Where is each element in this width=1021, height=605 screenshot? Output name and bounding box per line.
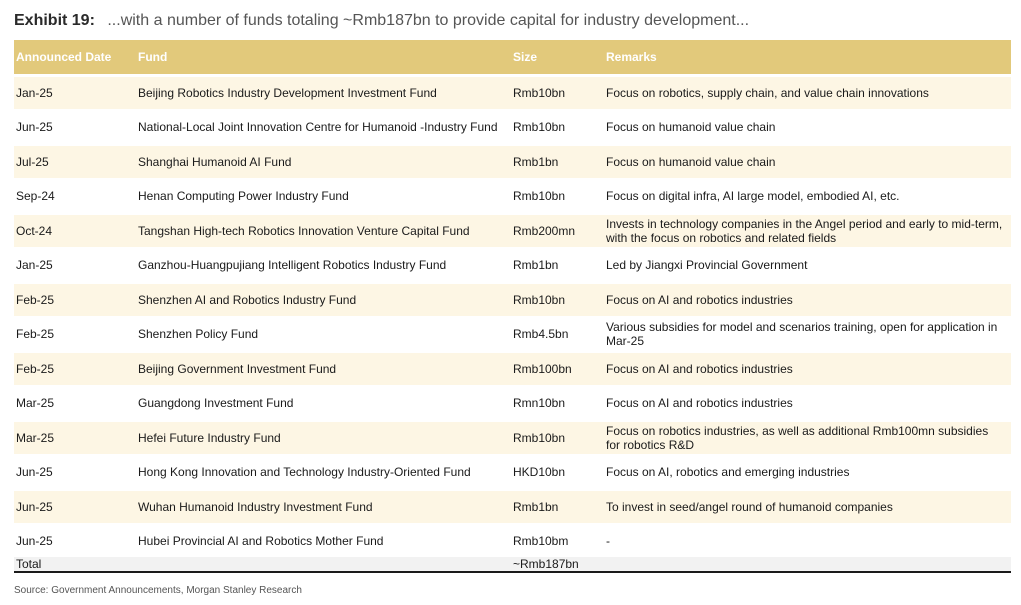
cell-announced-date: Mar-25: [16, 396, 55, 411]
cell-size: Rmb1bn: [513, 258, 559, 273]
cell-remarks: To invest in seed/angel round of humanoi…: [606, 499, 893, 514]
table-row: Mar-25 Hefei Future Industry Fund Rmb10bn F…: [14, 419, 1011, 454]
cell-fund: Ganzhou-Huangpujiang Intelligent Robotic…: [138, 258, 447, 273]
cell-fund: Henan Computing Power Industry Fund: [138, 189, 349, 204]
table-row: Feb-25 Shenzhen AI and Robotics Industry …: [14, 281, 1011, 316]
funds-table: Announced Date Fund Size Remarks Jan-25 B…: [14, 40, 1011, 573]
cell-size: HKD10bn: [513, 465, 566, 480]
cell-size: Rmb10bn: [513, 430, 566, 445]
header-remarks: Remarks: [606, 50, 657, 64]
cell-size: Rmb1bn: [513, 499, 559, 514]
cell-remarks: -: [606, 534, 610, 549]
cell-remarks: Focus on AI and robotics industries: [606, 361, 793, 376]
cell-announced-date: Feb-25: [16, 292, 55, 307]
cell-remarks: Focus on humanoid value chain: [606, 120, 776, 135]
cell-size: Rmb1bn: [513, 154, 559, 169]
header-fund: Fund: [138, 50, 168, 64]
cell-announced-date: Jun-25: [16, 465, 53, 480]
table-header-row: Announced Date Fund Size Remarks: [14, 40, 1011, 74]
table-row: Jun-25 Wuhan Humanoid Industry Investment…: [14, 488, 1011, 523]
cell-fund: Shanghai Humanoid AI Fund: [138, 154, 292, 169]
cell-announced-date: Mar-25: [16, 430, 55, 445]
table-row: Jul-25 Shanghai Humanoid AI Fund Rmb1bn Foc…: [14, 143, 1011, 178]
source-note: Source: Government Announcements, Morgan…: [14, 585, 302, 596]
table-row: Sep-24 Henan Computing Power Industry Fun…: [14, 177, 1011, 212]
cell-announced-date: Sep-24: [16, 189, 55, 204]
table-total-row: Total ~Rmb187bn: [14, 557, 1011, 573]
header-announced-date: Announced Date: [16, 50, 112, 64]
cell-announced-date: Jun-25: [16, 499, 53, 514]
cell-announced-date: Jun-25: [16, 120, 53, 135]
cell-fund: Tangshan High-tech Robotics Innovation V…: [138, 223, 470, 238]
cell-remarks: Led by Jiangxi Provincial Government: [606, 258, 808, 273]
cell-fund: Hong Kong Innovation and Technology Indu…: [138, 465, 471, 480]
cell-fund: Hubei Provincial AI and Robotics Mother …: [138, 534, 384, 549]
cell-size: Rmb10bn: [513, 85, 566, 100]
cell-fund: Beijing Government Investment Fund: [138, 361, 337, 376]
cell-announced-date: Jul-25: [16, 154, 49, 169]
header-size: Size: [513, 50, 538, 64]
cell-size: Rmb10bm: [513, 534, 569, 549]
exhibit-headline: ...with a number of funds totaling ~Rmb1…: [107, 12, 750, 29]
cell-fund: Beijing Robotics Industry Development In…: [138, 85, 437, 100]
cell-announced-date: Feb-25: [16, 361, 55, 376]
cell-size: Rmb4.5bn: [513, 327, 569, 342]
cell-remarks: Various subsidies for model and scenario…: [606, 320, 998, 349]
cell-remarks: Focus on robotics, supply chain, and val…: [606, 85, 929, 100]
table-row: Jun-25 Hong Kong Innovation and Technolog…: [14, 453, 1011, 488]
cell-size: Rmb10bn: [513, 292, 566, 307]
cell-fund: Hefei Future Industry Fund: [138, 430, 281, 445]
table-row: Jan-25 Beijing Robotics Industry Developm…: [14, 74, 1011, 109]
cell-size: Rmn10bn: [513, 396, 566, 411]
cell-fund: Wuhan Humanoid Industry Investment Fund: [138, 499, 373, 514]
table-row: Feb-25 Beijing Government Investment Fund…: [14, 350, 1011, 385]
cell-remarks: Focus on humanoid value chain: [606, 154, 776, 169]
exhibit-label: Exhibit 19:: [14, 12, 95, 29]
cell-announced-date: Jan-25: [16, 85, 53, 100]
cell-announced-date: Feb-25: [16, 327, 55, 342]
cell-remarks: Focus on robotics industries, as well as…: [606, 423, 989, 452]
total-size: ~Rmb187bn: [513, 557, 579, 571]
table-row: Oct-24 Tangshan High-tech Robotics Innova…: [14, 212, 1011, 247]
cell-announced-date: Jun-25: [16, 534, 53, 549]
exhibit-title: Exhibit 19: ...with a number of funds to…: [14, 9, 749, 33]
cell-remarks: Focus on AI and robotics industries: [606, 292, 793, 307]
table-row: Mar-25 Guangdong Investment Fund Rmn10bn Fo…: [14, 384, 1011, 419]
table-body: Jan-25 Beijing Robotics Industry Developm…: [14, 74, 1011, 557]
table-row: Jun-25 Hubei Provincial AI and Robotics M…: [14, 522, 1011, 557]
cell-size: Rmb100bn: [513, 361, 572, 376]
table-row: Jan-25 Ganzhou-Huangpujiang Intelligent R…: [14, 246, 1011, 281]
cell-size: Rmb10bn: [513, 120, 566, 135]
table-row: Feb-25 Shenzhen Policy Fund Rmb4.5bn Variou…: [14, 315, 1011, 350]
cell-fund: National-Local Joint Innovation Centre f…: [138, 120, 498, 135]
cell-announced-date: Oct-24: [16, 223, 53, 238]
cell-fund: Shenzhen AI and Robotics Industry Fund: [138, 292, 357, 307]
cell-remarks: Focus on AI, robotics and emerging indus…: [606, 465, 850, 480]
cell-size: Rmb10bn: [513, 189, 566, 204]
cell-announced-date: Jan-25: [16, 258, 53, 273]
cell-fund: Guangdong Investment Fund: [138, 396, 294, 411]
table-row: Jun-25 National-Local Joint Innovation Ce…: [14, 108, 1011, 143]
cell-size: Rmb200mn: [513, 223, 576, 238]
cell-remarks: Focus on AI and robotics industries: [606, 396, 793, 411]
cell-remarks: Focus on digital infra, AI large model, …: [606, 189, 900, 204]
cell-fund: Shenzhen Policy Fund: [138, 327, 259, 342]
total-label: Total: [16, 557, 42, 571]
cell-remarks: Invests in technology companies in the A…: [606, 216, 1003, 245]
